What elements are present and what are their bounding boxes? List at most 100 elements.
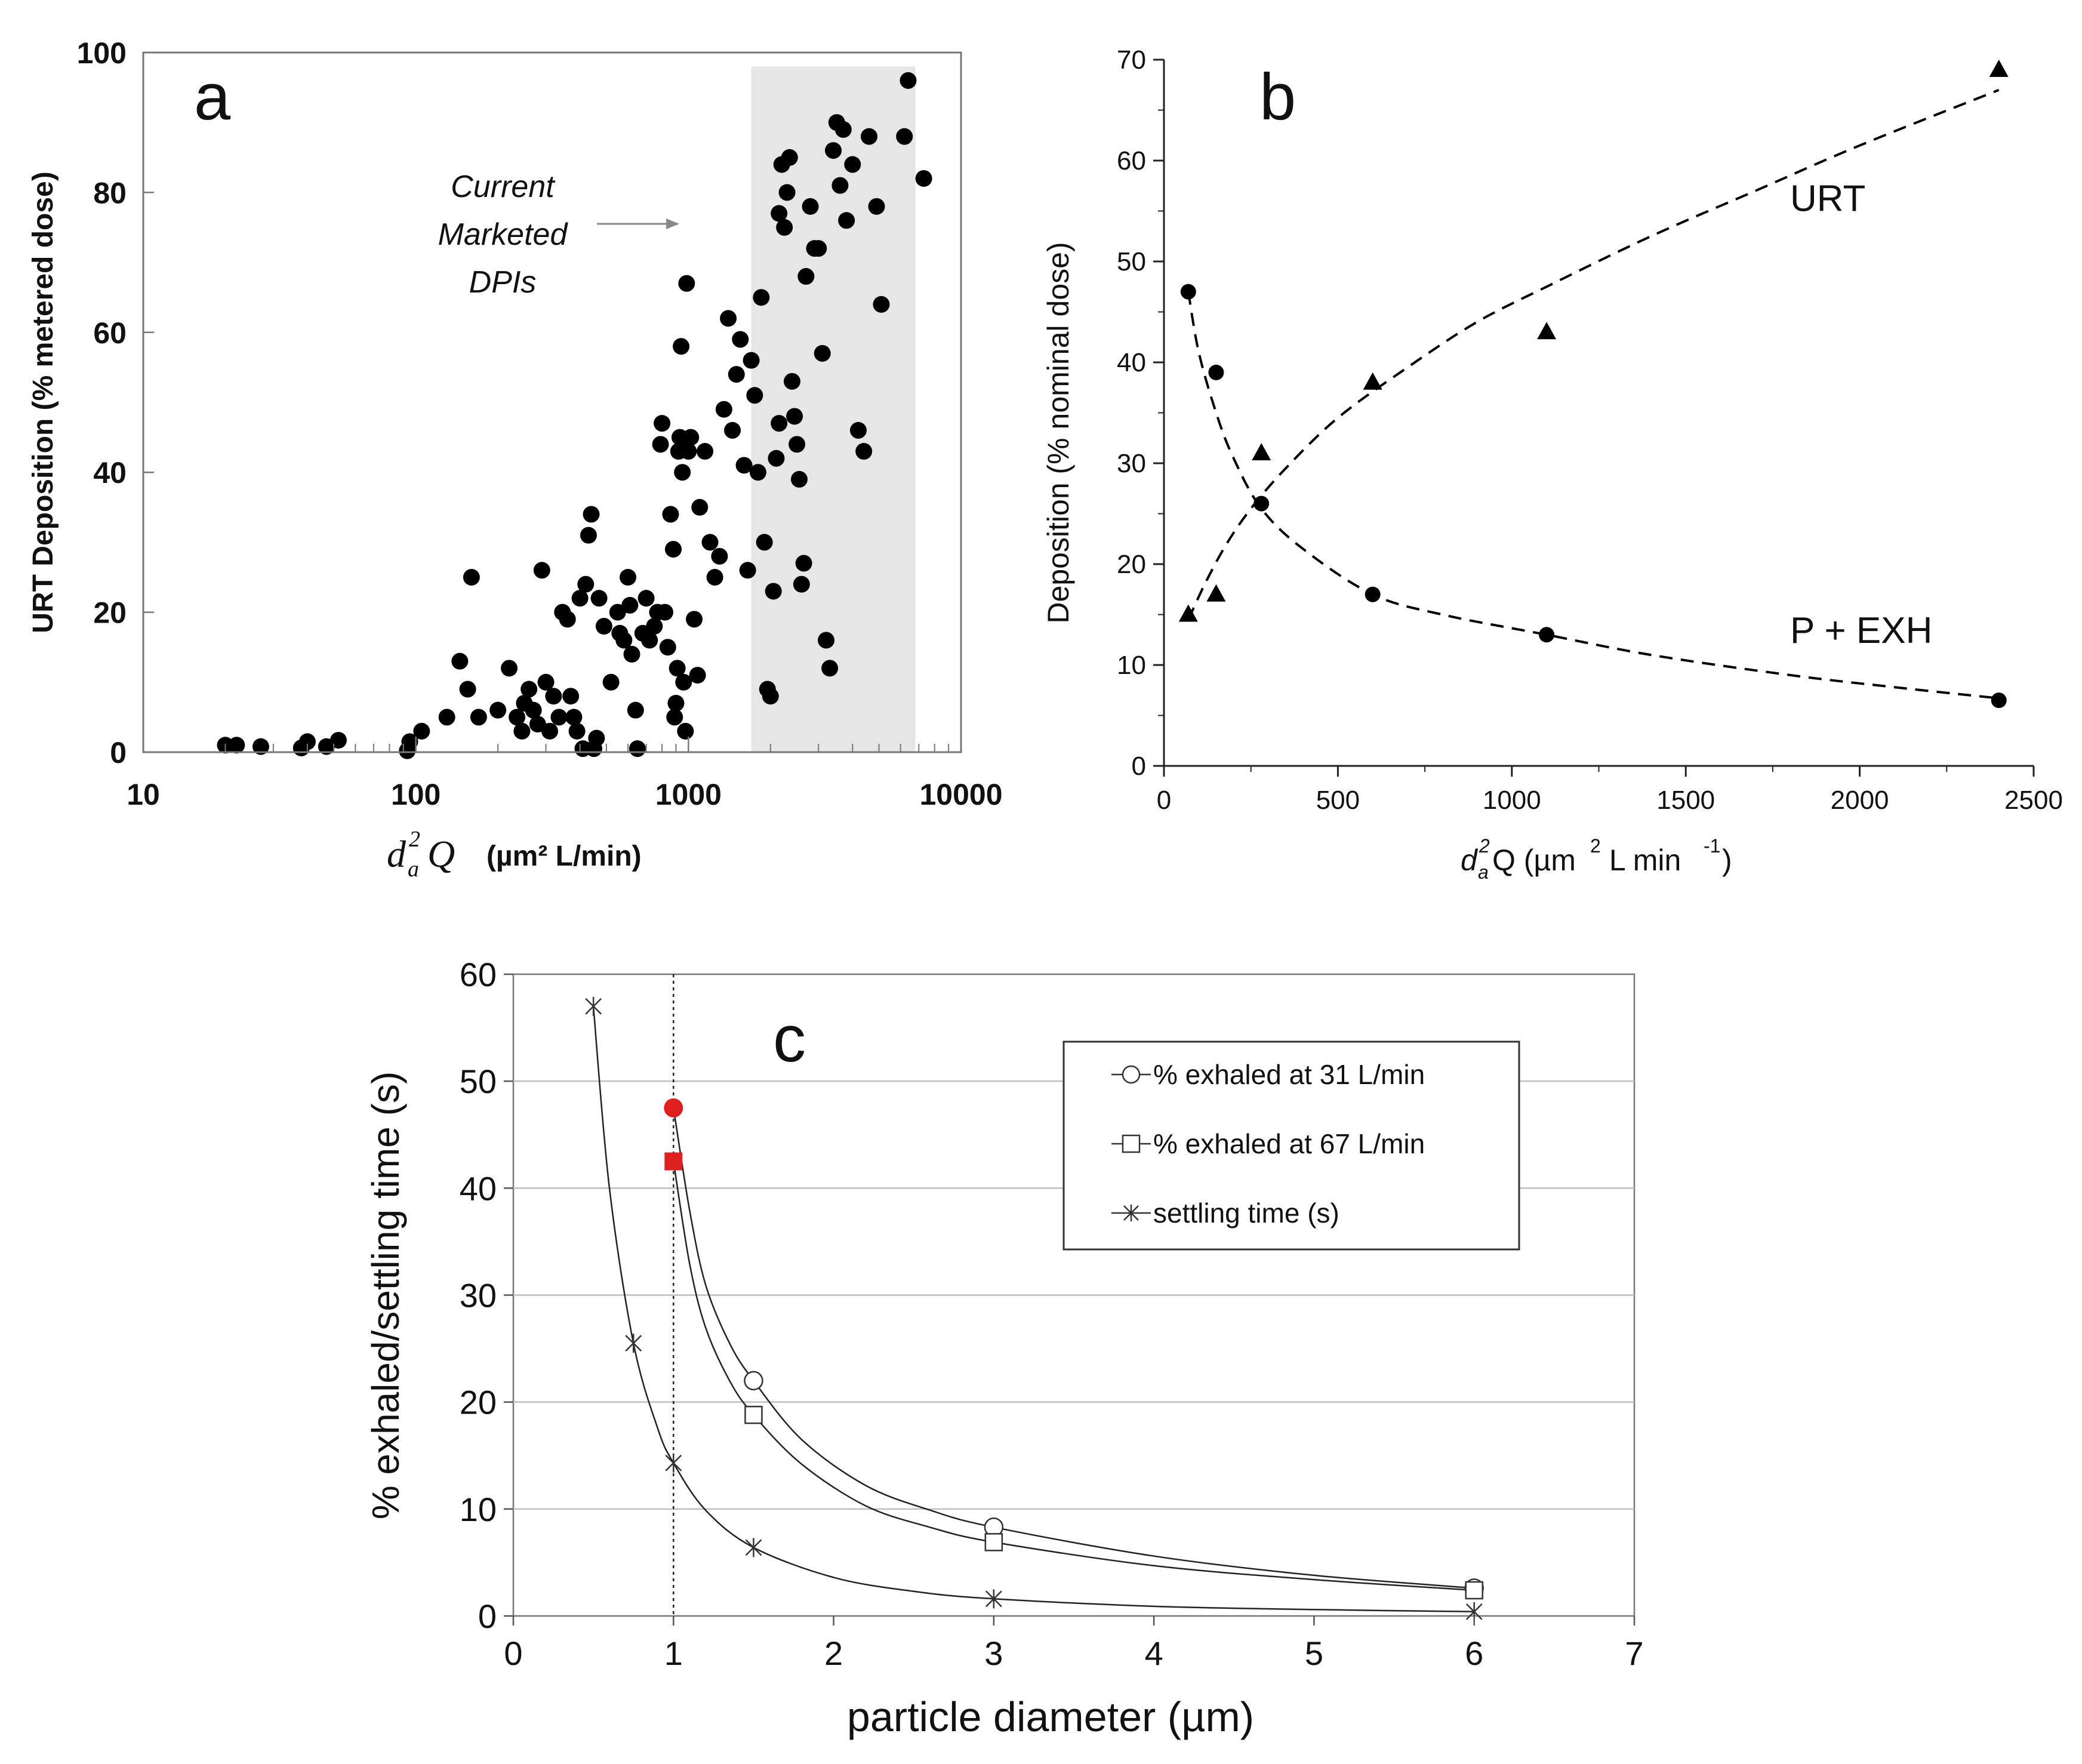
y-tick-label: 10 bbox=[460, 1491, 497, 1528]
data-point bbox=[838, 212, 855, 229]
data-point bbox=[735, 457, 753, 474]
data-point bbox=[252, 738, 269, 755]
data-point bbox=[656, 604, 673, 621]
y-tick-label: 60 bbox=[1117, 146, 1146, 176]
panel-c-data-points bbox=[585, 996, 1484, 1621]
settling-time-point bbox=[665, 1453, 682, 1473]
y-tick-label: 80 bbox=[93, 176, 127, 210]
data-point bbox=[609, 604, 626, 621]
panel-b-label: b bbox=[1259, 60, 1296, 134]
panel-c-label: c bbox=[773, 1002, 806, 1076]
b-x-label-d: d bbox=[1461, 843, 1479, 877]
data-point bbox=[675, 673, 692, 691]
panel-a-annotation-line-2: Marketed bbox=[438, 217, 569, 252]
data-point bbox=[873, 295, 890, 313]
exhaled-67-point bbox=[984, 1533, 1003, 1551]
data-point bbox=[565, 709, 583, 726]
data-point bbox=[559, 611, 576, 628]
x-tick-label: 0 bbox=[1157, 786, 1171, 815]
data-point bbox=[664, 541, 682, 558]
data-point bbox=[686, 611, 703, 628]
legend-label-settling: settling time (s) bbox=[1153, 1197, 1339, 1229]
data-point bbox=[438, 709, 455, 726]
highlight-point-31 bbox=[664, 1098, 683, 1117]
y-tick-label: 60 bbox=[93, 316, 127, 350]
data-point bbox=[818, 632, 835, 649]
y-tick-label: 60 bbox=[460, 956, 497, 993]
data-point bbox=[669, 660, 686, 677]
data-point bbox=[228, 737, 245, 754]
data-point bbox=[654, 415, 671, 432]
b-x-label-rest: Q (µm bbox=[1492, 843, 1576, 877]
data-point bbox=[545, 688, 562, 705]
data-point bbox=[844, 156, 861, 173]
curve-exhaled-31 bbox=[673, 1107, 1474, 1589]
data-point bbox=[620, 569, 637, 586]
data-point bbox=[571, 590, 589, 607]
data-point bbox=[739, 562, 756, 579]
y-tick-label: 50 bbox=[1117, 247, 1146, 276]
data-point bbox=[537, 673, 555, 691]
data-point bbox=[855, 443, 873, 460]
data-point bbox=[715, 401, 732, 418]
panel-b-axes: 0 500 1000 1500 2000 2500 0 10 20 30 40 50 60 70 bbox=[1117, 45, 2063, 815]
panel-c-y-axis-label: % exhaled/settling time (s) bbox=[364, 1072, 407, 1520]
data-point bbox=[525, 701, 542, 719]
data-point bbox=[489, 701, 507, 719]
data-point bbox=[520, 681, 538, 698]
x-tick-label: 6 bbox=[1465, 1634, 1483, 1672]
p-exh-data-point bbox=[1253, 495, 1270, 512]
y-tick-label: 40 bbox=[1117, 348, 1146, 377]
data-point bbox=[550, 709, 568, 726]
data-point bbox=[900, 72, 917, 89]
y-tick-label: 0 bbox=[110, 736, 127, 769]
data-point bbox=[802, 198, 819, 215]
data-point bbox=[756, 534, 773, 551]
x-tick-label: 3 bbox=[984, 1634, 1003, 1672]
data-point bbox=[580, 527, 597, 544]
y-tick-label: 30 bbox=[1117, 449, 1146, 478]
b-x-label-sub: a bbox=[1478, 861, 1489, 883]
panel-b-fit-curves bbox=[1187, 88, 2000, 700]
data-point bbox=[590, 590, 608, 607]
x-tick-label: 2500 bbox=[2004, 786, 2063, 815]
data-point bbox=[860, 128, 877, 145]
x-label-sup: 2 bbox=[409, 827, 420, 852]
urt-data-point bbox=[1989, 59, 2009, 77]
data-point bbox=[602, 673, 620, 691]
urt-data-point bbox=[1206, 584, 1226, 602]
data-point bbox=[673, 338, 690, 355]
panel-a-x-axis-label: d 2 a Q (µm² L/min) bbox=[387, 827, 642, 882]
data-point bbox=[463, 569, 480, 586]
data-point bbox=[583, 506, 600, 523]
data-point bbox=[646, 618, 663, 635]
x-label-d: d bbox=[387, 833, 406, 875]
data-point bbox=[568, 722, 586, 740]
settling-time-point bbox=[985, 1589, 1002, 1609]
highlight-point-67 bbox=[664, 1152, 683, 1171]
data-point bbox=[470, 709, 487, 726]
x-tick-label: 100 bbox=[391, 778, 441, 811]
data-point bbox=[329, 732, 347, 749]
data-point bbox=[701, 534, 719, 551]
x-tick-label: 1000 bbox=[655, 778, 722, 811]
panel-b-y-axis-label: Deposition (% nominal dose) bbox=[1042, 242, 1075, 623]
x-tick-label: 1500 bbox=[1656, 786, 1715, 815]
panel-a-y-axis-label: URT Deposition (% metered dose) bbox=[27, 171, 59, 633]
p-exh-data-point bbox=[1208, 364, 1224, 380]
data-point bbox=[615, 632, 633, 649]
data-point bbox=[706, 569, 723, 586]
exhaled-31-point bbox=[744, 1371, 763, 1391]
data-point bbox=[771, 415, 788, 432]
data-point bbox=[577, 575, 595, 593]
data-point bbox=[689, 667, 706, 684]
data-point bbox=[666, 709, 683, 726]
x-tick-label: 4 bbox=[1145, 1634, 1163, 1672]
b-x-label-sup: 2 bbox=[1479, 835, 1490, 857]
panel-a-annotation-arrow bbox=[597, 218, 679, 229]
panel-a-data-points bbox=[217, 72, 932, 759]
exhaled-67-point bbox=[744, 1405, 763, 1424]
data-point bbox=[509, 709, 526, 726]
b-x-label-rest-sup: 2 bbox=[1590, 835, 1601, 857]
data-point bbox=[821, 660, 839, 677]
